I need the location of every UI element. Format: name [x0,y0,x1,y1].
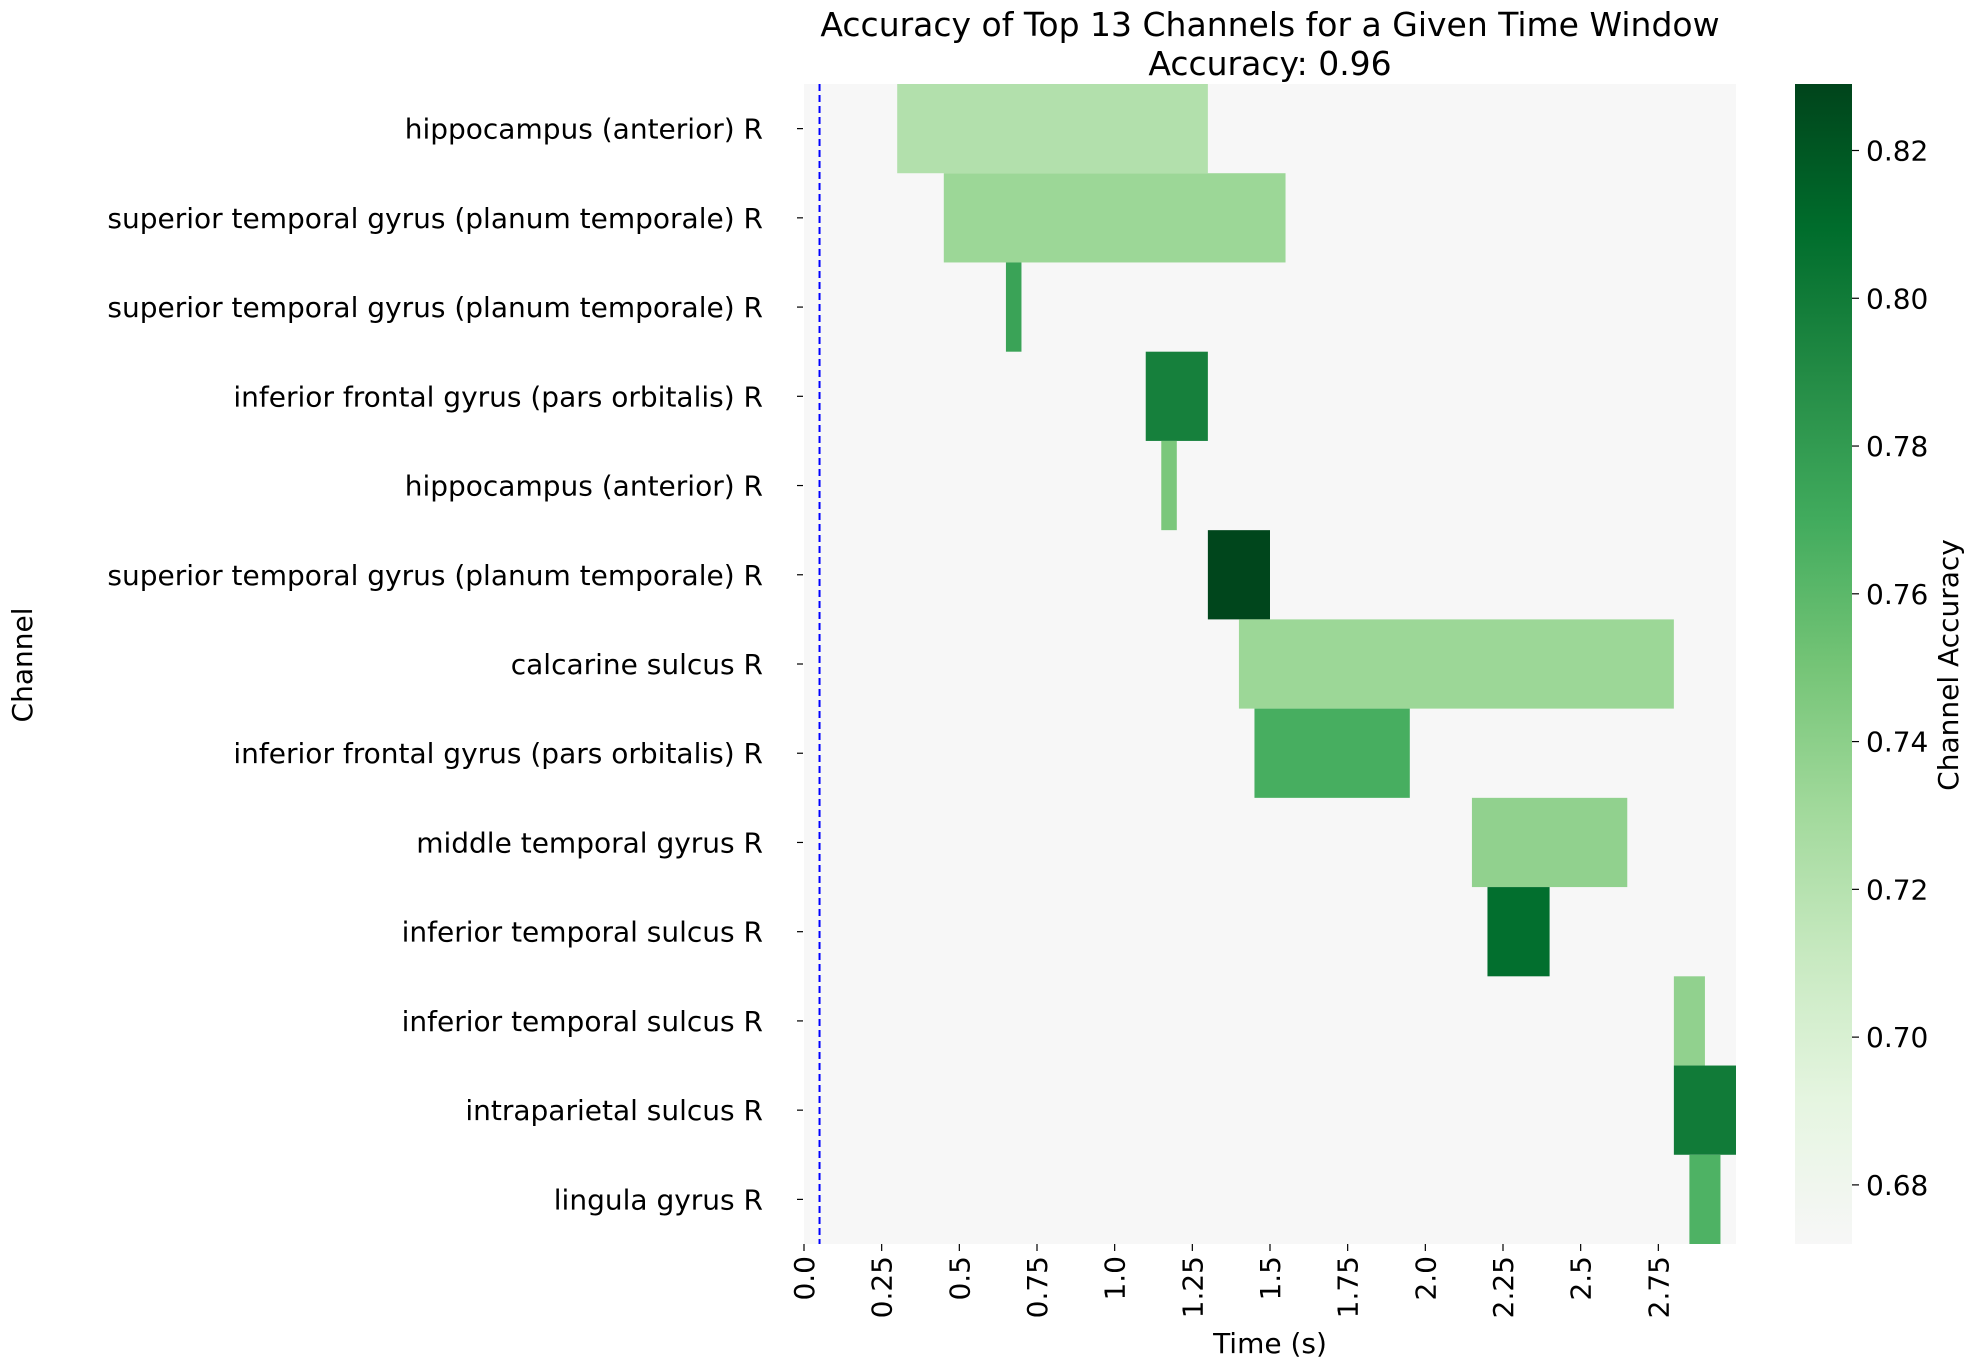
x-tick-label: 1.25 [1176,1256,1209,1318]
heatmap-cell [897,84,1208,174]
colorbar-tick-label: 0.74 [1866,726,1928,759]
heatmap-cell [1689,1154,1721,1244]
y-tick-label: calcarine sulcus R [511,648,763,681]
x-axis: 0.0 0.25 0.5 0.75 1.0 1.25 1.5 1.75 2.0 2.25 2.5 2.… [788,1244,1675,1318]
colorbar-tick-label: 0.72 [1866,873,1928,906]
colorbar-tick-label: 0.78 [1866,430,1928,463]
y-tick-label: inferior temporal sulcus R [402,1005,763,1038]
heatmap-cell [1161,440,1177,531]
colorbar-tick-label: 0.68 [1866,1169,1928,1202]
heatmap-cell [1673,976,1705,1066]
y-tick-label: intraparietal sulcus R [465,1094,763,1127]
colorbar-tick-label: 0.82 [1866,134,1928,167]
x-tick-label: 1.75 [1332,1256,1365,1318]
x-tick-label: 2.0 [1409,1256,1442,1301]
y-tick-label: superior temporal gyrus (planum temporal… [107,202,763,235]
heatmap-cell [1254,708,1410,798]
heatmap-cell [1207,530,1270,620]
x-tick-label: 0.5 [943,1256,976,1301]
y-tick-label: middle temporal gyrus R [416,826,763,859]
x-tick-label: 1.5 [1254,1256,1287,1301]
plot-area [804,84,1736,1244]
heatmap-cell [1673,1065,1736,1155]
heatmap-cell [1487,887,1550,977]
y-axis: hippocampus (anterior) R superior tempora… [107,113,803,1216]
colorbar-tick-label: 0.80 [1866,282,1928,315]
x-tick-label: 0.25 [866,1256,899,1318]
y-tick-label: superior temporal gyrus (planum temporal… [107,291,763,324]
y-tick-label: inferior frontal gyrus (pars orbitalis) … [233,737,763,770]
x-tick-label: 0.75 [1021,1256,1054,1318]
chart-title: Accuracy of Top 13 Channels for a Given … [820,5,1719,44]
y-axis-label: Channel [6,608,39,723]
y-tick-label: superior temporal gyrus (planum temporal… [107,559,763,592]
colorbar-label: Channel Accuracy [1932,539,1965,791]
colorbar: 0.68 0.70 0.72 0.74 0.76 0.78 0.80 0.82 [1795,84,1928,1244]
y-tick-label: inferior frontal gyrus (pars orbitalis) … [233,380,763,413]
x-axis-label: Time (s) [1212,1327,1327,1360]
colorbar-tick-label: 0.76 [1866,578,1928,611]
x-tick-label: 2.75 [1642,1256,1675,1318]
x-tick-label: 2.5 [1565,1256,1598,1301]
x-tick-label: 1.0 [1099,1256,1132,1301]
heatmap-cell [1471,797,1628,888]
y-tick-label: hippocampus (anterior) R [405,470,763,503]
heatmap-cell [1005,262,1022,352]
x-tick-label: 2.25 [1487,1256,1520,1318]
heatmap-cell [1145,351,1208,441]
heatmap-cell [943,173,1286,263]
heatmap-cell [1238,619,1674,709]
colorbar-gradient [1795,84,1852,1244]
y-tick-label: inferior temporal sulcus R [402,916,763,949]
chart-subtitle: Accuracy: 0.96 [1148,44,1391,83]
y-tick-label: hippocampus (anterior) R [405,113,763,146]
colorbar-tick-label: 0.70 [1866,1021,1928,1054]
x-tick-label: 0.0 [788,1256,821,1301]
y-tick-label: lingula gyrus R [554,1183,763,1216]
